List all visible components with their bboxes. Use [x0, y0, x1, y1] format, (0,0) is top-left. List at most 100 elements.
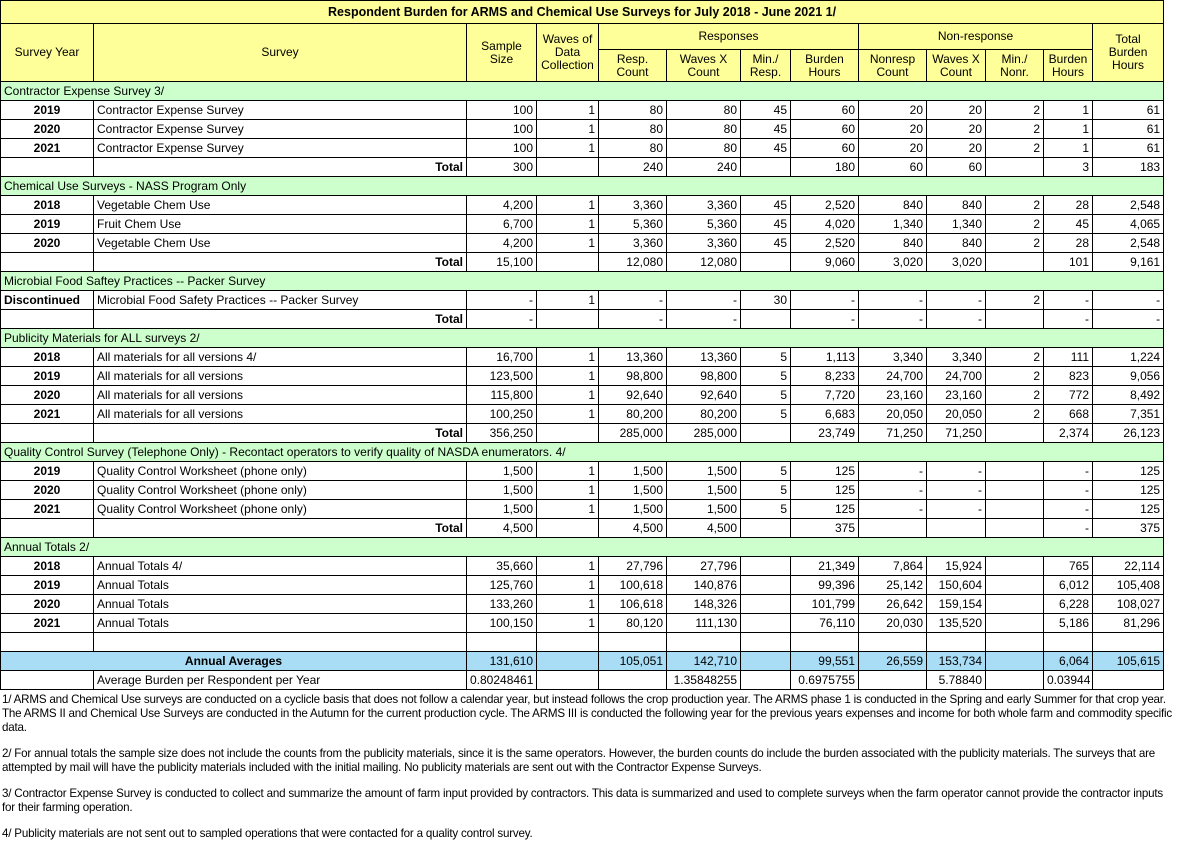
table-row: 2019 Fruit Chem Use 6,700 1 5,360 5,360 45 4,02…: [0, 214, 1165, 234]
cell: 71,250: [926, 423, 986, 443]
cell: -: [926, 309, 986, 329]
cell: 20,050: [858, 404, 927, 424]
table-row: 2020 Annual Totals 133,260 1 106,618 148,326 1…: [0, 594, 1165, 614]
cell: 27,796: [598, 556, 667, 576]
survey-year: 2020: [0, 119, 94, 139]
cell: 2,520: [790, 233, 859, 253]
survey-year: 2018: [0, 556, 94, 576]
cell: 26,642: [858, 594, 927, 614]
survey-year: [0, 309, 94, 329]
table-row: 2018 Vegetable Chem Use 4,200 1 3,360 3,360 45…: [0, 195, 1165, 215]
cell: 2,520: [790, 195, 859, 215]
survey-year: 2019: [0, 214, 94, 234]
cell: 1: [536, 195, 599, 215]
cell: 765: [1043, 556, 1093, 576]
survey-year: 2020: [0, 480, 94, 500]
survey-year: [0, 157, 94, 177]
cell: [985, 575, 1044, 595]
cell: [466, 632, 537, 652]
cell: 2: [985, 100, 1044, 120]
survey-year: 2020: [0, 385, 94, 405]
cell: [926, 518, 986, 538]
cell: 5: [740, 404, 791, 424]
row-label: Annual Averages: [0, 651, 467, 671]
cell: 1,500: [666, 461, 741, 481]
cell: -: [858, 309, 927, 329]
header-min-nonr: Min./ Nonr.: [985, 49, 1044, 82]
cell: -: [1043, 499, 1093, 519]
cell: [985, 594, 1044, 614]
cell: 2,548: [1091, 195, 1165, 215]
table-title: Respondent Burden for ARMS and Chemical …: [0, 0, 1165, 24]
cell: -: [1091, 309, 1165, 329]
header-waves-x-count-nonresp: Waves X Count: [926, 49, 986, 82]
cell: 3,340: [858, 347, 927, 367]
cell: 25,142: [858, 575, 927, 595]
cell: 1: [536, 404, 599, 424]
cell: 3,360: [598, 195, 667, 215]
cell: 300: [466, 157, 537, 177]
cell: 24,700: [858, 366, 927, 386]
cell: 1.35848255: [666, 670, 741, 690]
cell: [740, 556, 791, 576]
cell: [598, 670, 667, 690]
cell: [985, 651, 1044, 671]
table-row: 2021 Quality Control Worksheet (phone onl…: [0, 499, 1165, 519]
cell: -: [666, 290, 741, 310]
cell: 92,640: [598, 385, 667, 405]
cell: [858, 518, 927, 538]
cell: 0.80248461: [466, 670, 537, 690]
cell: [1091, 670, 1165, 690]
cell: 13,360: [598, 347, 667, 367]
table-row: 2021 Contractor Expense Survey 100 1 80 80 45 6…: [0, 138, 1165, 158]
cell: 6,064: [1043, 651, 1093, 671]
footnote-2: 2/ For annual totals the sample size doe…: [2, 747, 1155, 774]
cell: 20: [926, 138, 986, 158]
cell: 125: [1091, 461, 1165, 481]
cell: -: [598, 290, 667, 310]
survey-year: Discontinued: [0, 290, 94, 310]
cell: 1,500: [466, 461, 537, 481]
survey-year: 2019: [0, 366, 94, 386]
total-row: Total - - - - - - - -: [0, 309, 1165, 329]
cell: 115,800: [466, 385, 537, 405]
cell: 27,796: [666, 556, 741, 576]
cell: 1: [536, 233, 599, 253]
total-row: Total 356,250 285,000 285,000 23,749 71,250 71…: [0, 423, 1165, 443]
table-row: 2020 Contractor Expense Survey 100 1 80 80 45 6…: [0, 119, 1165, 139]
table-row: 2018 Annual Totals 4/35,660 1 27,796 27,796 2…: [0, 556, 1165, 576]
survey-year: [0, 670, 94, 690]
cell: -: [466, 290, 537, 310]
cell: 61: [1091, 138, 1165, 158]
cell: 45: [1043, 214, 1093, 234]
cell: 1,500: [598, 461, 667, 481]
cell: 23,160: [858, 385, 927, 405]
section-header-row: Contractor Expense Survey 3/: [0, 81, 1165, 101]
cell: 15,924: [926, 556, 986, 576]
total-row: Total 15,100 12,080 12,080 9,060 3,020 3,020 10…: [0, 252, 1165, 272]
cell: 131,610: [466, 651, 537, 671]
cell: 1: [1043, 138, 1093, 158]
cell: 2: [985, 195, 1044, 215]
cell: 45: [740, 100, 791, 120]
cell: -: [666, 309, 741, 329]
cell: -: [858, 290, 927, 310]
cell: 100,250: [466, 404, 537, 424]
cell: 20,050: [926, 404, 986, 424]
cell: 100,618: [598, 575, 667, 595]
survey-name: Total: [93, 157, 467, 177]
header-min-resp: Min./ Resp.: [740, 49, 791, 82]
cell: 1: [536, 480, 599, 500]
cell: 1: [1043, 119, 1093, 139]
cell: [536, 670, 599, 690]
cell: 80,200: [598, 404, 667, 424]
cell: 285,000: [666, 423, 741, 443]
cell: 6,228: [1043, 594, 1093, 614]
table-row: 2019 Quality Control Worksheet (phone onl…: [0, 461, 1165, 481]
cell: 125: [790, 480, 859, 500]
section-header-row: Annual Totals 2/: [0, 537, 1165, 557]
header-waves: Waves of Data Collection: [536, 23, 599, 82]
cell: 1: [536, 119, 599, 139]
cell: 20: [858, 100, 927, 120]
cell: -: [926, 290, 986, 310]
